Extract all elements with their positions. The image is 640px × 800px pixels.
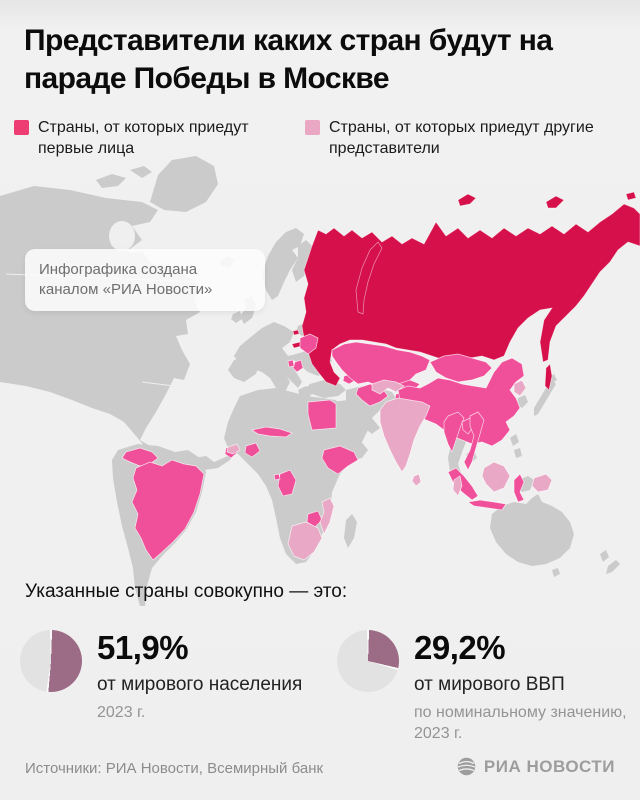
stat-gdp-note: по номинальному значению, 2023 г. [414,704,627,742]
map-note: Инфографика создана каналом «РИА Новости… [25,249,265,311]
ria-novosti-logo: РИА НОВОСТИ [456,756,615,777]
map-region-uzbekistan [371,379,405,395]
map-hudson-bay [109,221,135,251]
map-region-burkina-faso [244,442,261,458]
map-region-belarus [299,333,319,355]
map-region-novaya-zemlya [355,241,383,315]
globe-icon [457,757,476,776]
map-region-russia [301,203,640,387]
map-region-south-africa [287,521,323,561]
map-region-arctic-islands [130,166,152,178]
pie-chart-gdp [337,630,399,692]
map-region-cuba [251,426,293,438]
map-region-philippines [510,434,519,446]
map-region-south-korea [517,395,528,408]
stat-population-text: 51,9% от мирового населения 2023 г. [97,630,317,723]
map-region-equatorial-guinea [273,473,281,481]
map-region-mongolia [429,353,493,383]
map-region-iberia [228,356,260,382]
map-region-sri-lanka [411,473,422,487]
stats-heading: Указанные страны совокупно — это: [25,581,348,602]
legend-item-other-reps: Страны, от которых приедут другие предст… [305,117,605,159]
map-region-kazakhstan [331,341,431,387]
map-region-java [467,499,507,511]
map-region-europe [234,322,296,394]
map-region-severnaya-zemlya [457,193,477,207]
map-region-sulawesi [513,473,525,503]
map-region-australia [490,494,574,566]
map-region-turkey [306,380,346,398]
stat-gdp: 29,2% от мирового ВВП по номинальному зн… [337,630,634,744]
legend-item-first-persons: Страны, от которых приедут первые лица [14,117,274,159]
page-title: Представители каких стран будут на парад… [24,24,553,95]
map-region-tasmania [552,568,560,577]
map-region-nicaragua [226,443,241,455]
map-region-ireland [231,311,242,323]
map-region-myanmar [443,411,465,453]
legend-label-first-persons: Страны, от которых приедут первые лица [38,119,249,157]
map-border-us-mexico [141,381,191,389]
map-region-madagascar [344,514,357,548]
map-region-wrangel-island [625,191,637,201]
legend-swatch-other-reps [305,120,320,135]
map-region-congo [277,469,297,497]
stat-population-label: от мирового населения [97,674,303,695]
map-region-new-zealand [606,560,620,574]
map-region-brazil [131,459,205,561]
stat-gdp-value: 29,2% [414,629,506,666]
map-region-vietnam [463,411,485,471]
map-region-japan [534,380,556,416]
stat-gdp-text: 29,2% от мирового ВВП по номинальному зн… [414,630,634,744]
map-region-malaysia [452,475,463,497]
map-region-kaliningrad [292,329,300,336]
map-region-ethiopia [321,445,359,475]
map-region-india [379,397,431,473]
map-region-zimbabwe [306,510,323,528]
stat-population-note: 2023 г. [97,704,146,721]
map-region-mozambique [319,497,335,535]
pie-chart-population [20,630,82,692]
stat-gdp-label: от мирового ВВП [414,674,565,695]
map-region-new-siberian-islands [545,195,565,209]
legend-label-other-reps: Страны, от которых приедут другие предст… [329,119,594,157]
stat-population-value: 51,9% [97,629,189,666]
legend-swatch-first-persons [14,120,29,135]
stat-population: 51,9% от мирового населения 2023 г. [20,630,317,723]
map-region-philippines [514,448,522,458]
ria-novosti-logo-text: РИА НОВОСТИ [483,756,615,776]
map-region-scandinavia [262,228,304,300]
map-region-north-korea [513,379,527,397]
map-region-arctic-islands [96,174,126,188]
map-region-egypt [307,399,337,431]
map-region-borneo [481,461,511,493]
map-region-sumatra [447,467,479,501]
map-region-china [397,357,525,447]
map-region-new-zealand [600,550,609,562]
sources-line: Источники: РИА Новости, Всемирный банк [25,760,324,777]
map-region-sakhalin [544,363,553,391]
map-region-greenland [150,156,218,212]
map-region-finland [292,240,312,282]
map-region-papua-new-guinea [531,473,553,493]
world-map [0,156,640,606]
map-region-italy [280,362,302,388]
map-region-bosnia [287,359,295,368]
map-region-serbia [292,359,304,373]
